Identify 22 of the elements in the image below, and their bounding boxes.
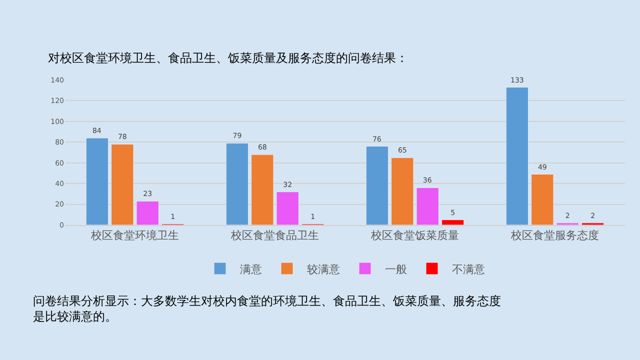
bar [416,187,439,225]
bar [531,174,554,225]
legend-label: 一般 [385,262,407,276]
bar [111,144,134,225]
bar [86,138,109,225]
bar [136,200,159,225]
chart-title: 对校区食堂环境卫生、食品卫生、饭菜质量及服务态度的问卷结果： [48,50,408,65]
bar [226,142,249,225]
bar [366,146,389,225]
x-tick-label: 校区食堂食品卫生 [230,229,319,242]
legend-label: 满意 [240,262,262,276]
x-tick-label: 校区食堂服务态度 [510,229,599,242]
bar [391,157,414,225]
bar [251,154,274,225]
bar [506,87,529,225]
x-tick-label: 校区食堂环境卫生 [90,229,179,242]
legend-label: 较满意 [307,262,340,276]
bar [441,220,464,225]
x-tick-label: 校区食堂饭菜质量 [370,229,459,242]
text: 问卷结果分析显示：大多数学生对校内食堂的环境卫生、食品卫生、饭菜质量、服务态度是比较满意的。 [33,294,501,324]
legend-label: 不满意 [452,262,485,276]
bar [276,192,299,225]
